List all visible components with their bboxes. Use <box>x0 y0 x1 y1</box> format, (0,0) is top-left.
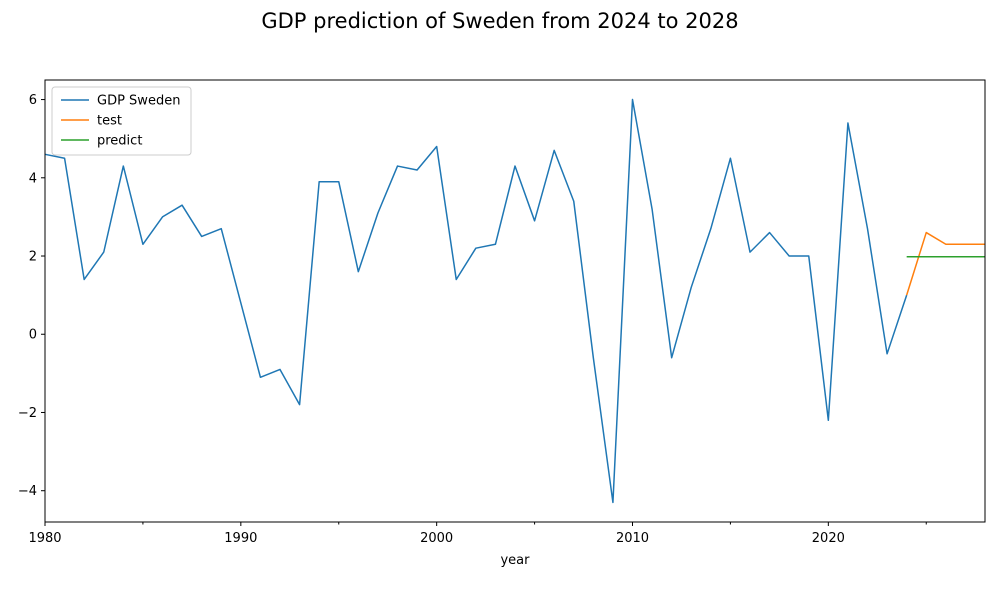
y-tick-label: 6 <box>29 93 37 108</box>
x-tick-label: 1980 <box>28 531 61 546</box>
x-tick-label: 2020 <box>812 531 845 546</box>
legend-label: predict <box>97 134 142 149</box>
x-tick-label: 1990 <box>224 531 257 546</box>
series-line-gdp-sweden <box>44 98 908 504</box>
x-axis-ticks: 1980 1990 2000 2010 2020 <box>28 522 927 546</box>
y-tick-label: 2 <box>29 250 37 265</box>
legend: GDP Sweden test predict <box>51 86 192 156</box>
legend-label: test <box>97 114 122 129</box>
x-axis-label: year <box>500 553 530 568</box>
x-tick-label: 2000 <box>420 531 453 546</box>
legend-box <box>51 86 192 156</box>
chart-title: GDP prediction of Sweden from 2024 to 20… <box>261 9 738 33</box>
y-tick-label: −4 <box>18 484 37 499</box>
y-tick-label: −2 <box>18 406 37 421</box>
x-tick-label: 2010 <box>616 531 649 546</box>
series-line-test <box>905 231 985 296</box>
y-tick-label: 0 <box>29 328 37 343</box>
y-tick-label: 4 <box>29 171 37 186</box>
y-axis-ticks: −4 −2 0 2 4 6 <box>18 93 45 499</box>
plot-frame <box>44 79 986 523</box>
plot-lines <box>44 98 985 504</box>
legend-label: GDP Sweden <box>97 94 180 109</box>
